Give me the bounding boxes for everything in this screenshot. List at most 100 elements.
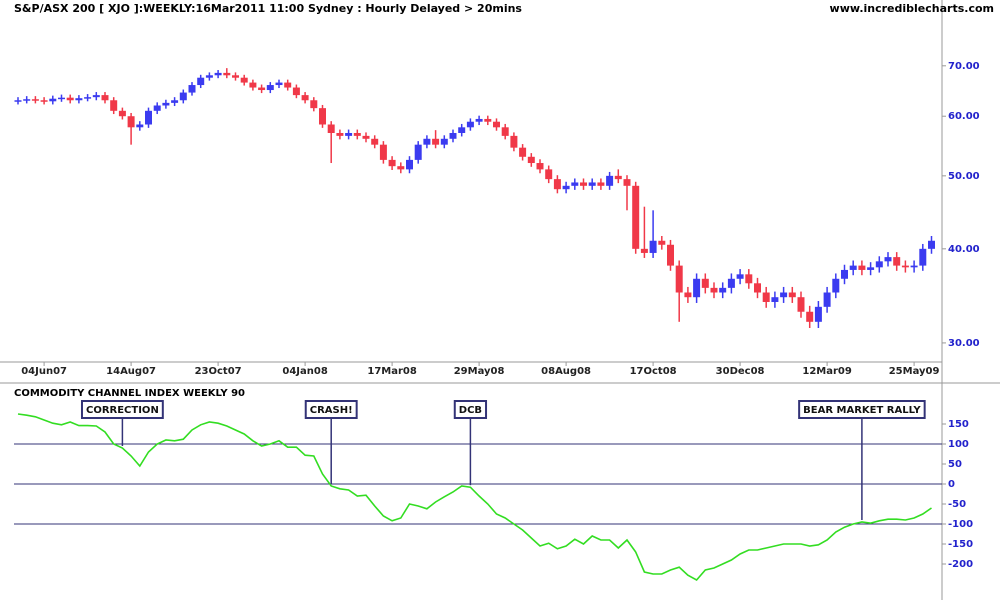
candle-body [101,95,109,101]
candle-body [536,163,544,170]
candle-body [754,283,761,293]
candle-body [258,87,266,91]
y-tick-label: 50.00 [948,171,980,182]
candle-body [345,132,353,136]
candle-body [379,144,387,160]
candle-body [727,278,735,288]
candle-body [658,240,666,245]
candle-body [545,169,553,180]
candle-body [858,265,866,270]
candle-body [162,102,170,106]
cci-line [17,413,932,582]
candle-body [84,97,92,99]
candle-body [484,118,492,122]
candle-body [588,182,596,186]
y-tick-label: -100 [948,519,973,530]
candle-body [23,99,31,101]
callout-label: CRASH! [310,405,353,416]
y-tick-label: -50 [948,499,966,510]
candle-body [223,72,231,76]
candle-body [414,144,422,160]
candle-body [910,265,918,268]
x-tick-label: 30Dec08 [716,366,765,377]
candle-body [823,292,831,307]
candle-body [449,132,457,139]
candle-body [493,121,500,128]
candle-body [31,99,39,101]
candle-body [527,156,535,164]
y-tick-label: -150 [948,539,973,550]
candle-body [501,127,509,136]
candle-body [806,311,814,322]
x-tick-label: 29May08 [454,366,505,377]
candle-body [388,159,396,167]
candle-body [188,85,196,93]
candle-body [675,265,683,293]
candle-body [284,82,292,88]
candle-body [171,100,179,103]
y-tick-label: 40.00 [948,244,980,255]
candle-body [75,98,83,101]
x-tick-label: 12Mar09 [802,366,852,377]
candle-body [710,287,718,293]
y-tick-label: 50 [948,459,962,470]
candle-body [66,97,74,101]
candle-body [136,124,144,128]
candle-body [884,257,892,262]
candle-body [118,110,126,117]
candle-body [519,147,527,157]
callout-box [304,400,358,419]
candle-body [597,182,605,186]
candle-body [49,98,57,102]
callout-box [453,400,488,419]
candle-body [580,182,587,186]
candle-body [145,110,152,125]
candle-body [562,185,570,190]
candle-body [797,297,805,312]
candle-body [240,77,248,83]
y-tick-label: 100 [948,439,969,450]
candle-body [40,100,48,102]
x-tick-label: 04Jun07 [21,366,67,377]
candle-body [440,138,448,145]
candle-body [606,175,614,186]
callout-label: DCB [459,405,482,416]
candle-body [179,92,187,101]
x-tick-label: 04Jan08 [282,366,327,377]
candle-body [649,240,657,253]
y-tick-label: 0 [948,479,955,490]
candle-body [127,116,135,128]
candle-body [371,138,379,145]
callout-label: BEAR MARKET RALLY [803,405,921,416]
candle-body [336,132,344,136]
candle-body [301,95,309,101]
chart-title: S&P/ASX 200 [ XJO ]:WEEKLY:16Mar2011 11:… [14,2,522,15]
candle-body [893,257,901,266]
candle-body [266,85,274,91]
candle-body [553,179,561,190]
candle-body [736,274,744,279]
candle-body [466,121,474,128]
y-tick-label: 70.00 [948,61,980,72]
candle-body [684,292,692,298]
candle-body [849,265,857,270]
callout-box [798,400,926,419]
candle-body [397,166,405,170]
x-tick-label: 25May09 [889,366,940,377]
candle-body [275,82,283,86]
candle-body [327,124,335,133]
candle-body [788,292,796,298]
candle-body [667,244,674,266]
candle-body [571,182,579,186]
site-label: www.incrediblecharts.com [830,2,994,15]
candle-body [632,185,640,249]
candle-body [867,267,875,270]
candle-body [153,105,161,111]
candle-body [875,261,883,268]
candle-body [780,292,788,298]
candle-body [423,138,431,145]
candle-body [693,278,701,298]
candle-body [310,100,318,109]
y-tick-label: 30.00 [948,338,980,349]
candle-body [406,159,413,170]
